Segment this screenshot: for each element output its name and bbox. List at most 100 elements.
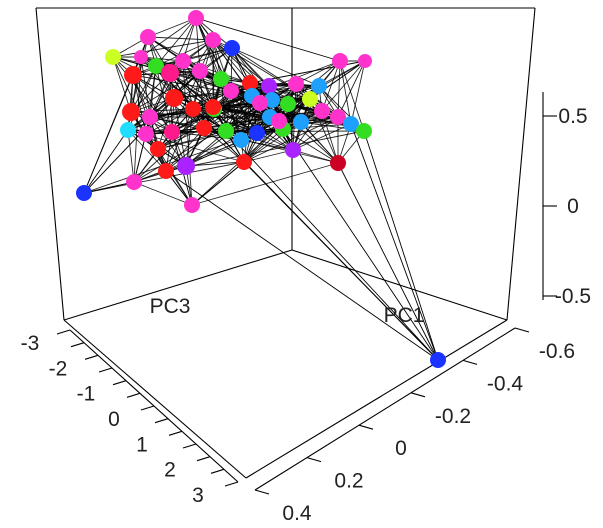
data-point xyxy=(164,124,180,140)
network-edge xyxy=(243,121,302,163)
data-point xyxy=(218,123,234,139)
network-edge xyxy=(169,39,214,74)
box-inner-left-floor-edge xyxy=(63,249,293,321)
data-point xyxy=(264,92,280,108)
network-edge xyxy=(185,106,214,167)
data-point xyxy=(184,197,200,213)
data-point xyxy=(148,58,164,74)
data-point xyxy=(271,113,287,129)
data-point xyxy=(311,78,327,94)
pc1-tick-mark xyxy=(462,359,478,365)
network-edge xyxy=(337,60,366,118)
network-edge xyxy=(130,108,194,113)
network-edge xyxy=(171,106,214,133)
network-edge xyxy=(127,108,194,131)
pc1-tick-mark xyxy=(410,392,426,398)
vertical-tick-label: 0.5 xyxy=(558,105,587,128)
pc3-tick-mark xyxy=(196,456,211,462)
network-edge xyxy=(83,74,134,194)
data-point xyxy=(142,109,158,125)
network-edge xyxy=(300,121,339,164)
data-point xyxy=(224,40,240,56)
network-edge xyxy=(182,47,233,62)
data-point xyxy=(124,66,142,84)
network-edge xyxy=(185,108,194,167)
data-point xyxy=(314,103,330,119)
network-edge xyxy=(243,149,294,163)
network-edge xyxy=(112,56,132,113)
network-edge xyxy=(147,17,197,38)
pc1-tick-label: -0.2 xyxy=(435,405,471,428)
network-edge xyxy=(132,74,173,133)
network-edge xyxy=(130,72,171,113)
pc1-tick-mark xyxy=(306,457,322,463)
network-edge xyxy=(195,17,201,72)
network-edge xyxy=(350,123,439,361)
data-point xyxy=(285,142,301,158)
network-edge xyxy=(243,120,280,163)
data-point xyxy=(280,96,296,112)
network-edge xyxy=(140,56,201,72)
pc3-tick-mark xyxy=(84,354,99,360)
network-edge xyxy=(155,39,214,67)
data-point xyxy=(161,64,179,82)
pc1-tick-mark xyxy=(254,489,270,495)
data-point xyxy=(205,99,221,115)
network-edge xyxy=(127,74,134,131)
network-edge xyxy=(185,139,242,167)
network-edge xyxy=(321,60,341,112)
network-edge xyxy=(133,181,193,206)
data-point xyxy=(150,141,166,157)
network-edge xyxy=(133,133,147,183)
pc3-axis-label: PC3 xyxy=(150,295,191,318)
network-edge xyxy=(282,128,439,361)
data-point xyxy=(358,54,372,68)
axes: -3-2-10123PC3-0.6-0.4-0.200.20.4PC10.50-… xyxy=(21,92,591,525)
network-edge xyxy=(292,123,352,151)
pc1-tick-label: 0 xyxy=(395,437,407,460)
pc3-tick-mark xyxy=(224,481,239,487)
data-point xyxy=(330,109,346,125)
data-point xyxy=(233,132,249,148)
pc3-minor-tick-mark xyxy=(126,392,141,398)
pc3-tick-label: -1 xyxy=(77,383,96,406)
network-edge xyxy=(157,127,205,150)
pc3-tick-label: 1 xyxy=(136,433,148,456)
data-point xyxy=(175,53,191,69)
network-edge xyxy=(140,56,151,118)
network-edge xyxy=(225,130,439,361)
network-edge xyxy=(243,128,284,163)
data-point xyxy=(122,103,140,121)
pc3-tick-label: 2 xyxy=(164,459,176,482)
data-point xyxy=(332,53,348,69)
network-edge xyxy=(165,127,205,172)
pc1-tick-label: 0.4 xyxy=(282,502,312,523)
data-point xyxy=(213,71,229,87)
network-edge xyxy=(157,106,214,150)
network-edge xyxy=(337,162,439,361)
network-edge xyxy=(130,70,201,113)
network-edge xyxy=(339,60,352,125)
vertical-tick-label: 0 xyxy=(567,195,579,218)
pc1-tick-label: -0.4 xyxy=(487,372,524,395)
network-edge xyxy=(112,39,214,58)
data-point xyxy=(223,83,239,99)
data-point xyxy=(293,114,309,130)
data-point xyxy=(188,10,204,26)
box-right-edge xyxy=(506,7,536,321)
network-edge xyxy=(127,129,135,183)
data-point xyxy=(196,120,212,136)
data-point xyxy=(140,29,156,45)
pc3-minor-tick-mark xyxy=(70,342,85,348)
pc3-tick-label: -2 xyxy=(49,357,68,380)
pc3-minor-tick-mark xyxy=(154,418,169,424)
data-point xyxy=(330,155,346,171)
network-edge xyxy=(83,129,129,194)
pc3-tick-mark xyxy=(168,430,183,436)
data-point xyxy=(430,352,446,368)
pc3-minor-tick-mark xyxy=(210,468,225,474)
pc1-tick-mark xyxy=(358,424,374,430)
data-point xyxy=(356,123,372,139)
network-edge xyxy=(145,108,194,135)
